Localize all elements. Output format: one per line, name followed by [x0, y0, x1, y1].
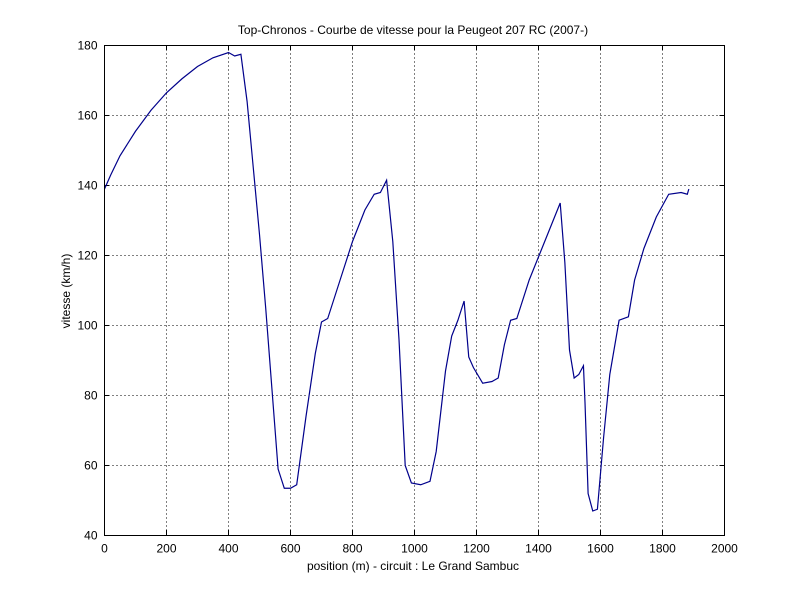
axis-ticks: 0 200 400 600 800 1000 1200 1400 1600 1800 2000 40 6…	[77, 39, 738, 556]
y-tick-label: 60	[84, 459, 98, 473]
y-tick-label: 100	[77, 319, 97, 333]
x-tick-label: 1400	[525, 542, 552, 556]
y-tick-label: 140	[77, 179, 97, 193]
chart-title: Top-Chronos - Courbe de vitesse pour la …	[238, 23, 588, 37]
plot-frame	[104, 45, 725, 536]
x-tick-label: 0	[101, 542, 108, 556]
x-tick-label: 1000	[401, 542, 428, 556]
y-tick-label: 160	[77, 109, 97, 123]
x-axis-label: position (m) - circuit : Le Grand Sambuc	[307, 559, 519, 573]
x-tick-label: 400	[218, 542, 238, 556]
x-tick-label: 1600	[587, 542, 614, 556]
x-tick-label: 2000	[711, 542, 738, 556]
y-axis-label: vitesse (km/h)	[59, 254, 73, 329]
y-tick-label: 40	[84, 529, 98, 543]
y-tick-label: 120	[77, 249, 97, 263]
x-tick-label: 200	[156, 542, 176, 556]
x-tick-label: 1200	[463, 542, 490, 556]
speed-series-line	[103, 51, 690, 512]
x-tick-label: 1800	[649, 542, 676, 556]
y-tick-label: 80	[84, 389, 98, 403]
x-tick-label: 800	[342, 542, 362, 556]
x-tick-label: 600	[280, 542, 300, 556]
y-tick-label: 180	[77, 39, 97, 53]
grid-lines	[104, 45, 725, 536]
